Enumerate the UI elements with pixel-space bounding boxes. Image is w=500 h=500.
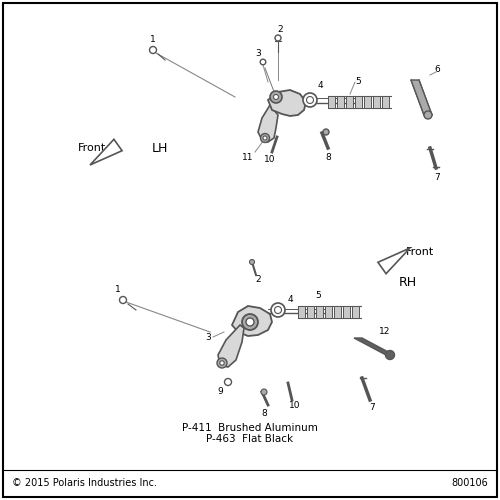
Text: 4: 4 (287, 296, 293, 304)
Text: P-411  Brushed Aluminum: P-411 Brushed Aluminum (182, 423, 318, 433)
Circle shape (242, 314, 258, 330)
Circle shape (246, 318, 254, 326)
Polygon shape (90, 140, 122, 165)
Text: 7: 7 (434, 174, 440, 182)
Bar (316, 306, 323, 318)
Bar (352, 306, 359, 318)
Text: © 2015 Polaris Industries Inc.: © 2015 Polaris Industries Inc. (12, 478, 157, 488)
Circle shape (275, 35, 281, 41)
Circle shape (250, 260, 254, 264)
Circle shape (274, 306, 281, 314)
Bar (373, 96, 380, 108)
Bar (334, 306, 341, 318)
Text: 9: 9 (217, 388, 223, 396)
Circle shape (270, 91, 282, 103)
Bar (355, 96, 362, 108)
Circle shape (224, 378, 232, 386)
Text: 11: 11 (242, 154, 254, 162)
Bar (328, 96, 335, 108)
Text: 2: 2 (277, 26, 283, 35)
Circle shape (271, 303, 285, 317)
Text: LH: LH (152, 142, 168, 154)
Polygon shape (354, 338, 394, 355)
Text: 1: 1 (150, 36, 156, 44)
Text: 1: 1 (115, 286, 121, 294)
Text: 800106: 800106 (451, 478, 488, 488)
Text: 8: 8 (261, 410, 267, 418)
Text: 7: 7 (369, 404, 375, 412)
Circle shape (306, 96, 314, 103)
Circle shape (323, 129, 329, 135)
Text: 8: 8 (325, 152, 331, 162)
Bar (337, 96, 344, 108)
Circle shape (220, 361, 224, 365)
Text: 2: 2 (255, 276, 261, 284)
Bar (346, 96, 353, 108)
Polygon shape (232, 306, 272, 336)
Polygon shape (268, 90, 306, 116)
Text: 10: 10 (289, 400, 301, 409)
Text: 4: 4 (317, 80, 323, 90)
Text: 5: 5 (355, 78, 361, 86)
Bar (382, 96, 389, 108)
Text: Front: Front (78, 143, 106, 153)
Text: 12: 12 (380, 328, 390, 336)
Polygon shape (411, 80, 432, 115)
Text: Front: Front (406, 247, 434, 257)
Polygon shape (218, 325, 244, 367)
Circle shape (303, 93, 317, 107)
Circle shape (261, 389, 267, 395)
Circle shape (263, 136, 267, 140)
Bar (325, 306, 332, 318)
Text: 3: 3 (205, 332, 211, 342)
Text: 5: 5 (315, 290, 321, 300)
Circle shape (260, 59, 266, 65)
Circle shape (274, 94, 278, 100)
Bar (298, 306, 305, 318)
Circle shape (120, 296, 126, 304)
Bar (364, 96, 371, 108)
Circle shape (260, 134, 270, 142)
Polygon shape (258, 105, 278, 142)
Circle shape (217, 358, 227, 368)
Circle shape (150, 46, 156, 54)
Text: RH: RH (399, 276, 417, 288)
Text: 6: 6 (434, 66, 440, 74)
Text: 3: 3 (255, 48, 261, 58)
Circle shape (424, 111, 432, 119)
Bar (307, 306, 314, 318)
Polygon shape (378, 248, 410, 274)
Text: P-463  Flat Black: P-463 Flat Black (206, 434, 294, 444)
Bar (343, 306, 350, 318)
Text: 10: 10 (264, 156, 276, 164)
Circle shape (386, 350, 394, 360)
